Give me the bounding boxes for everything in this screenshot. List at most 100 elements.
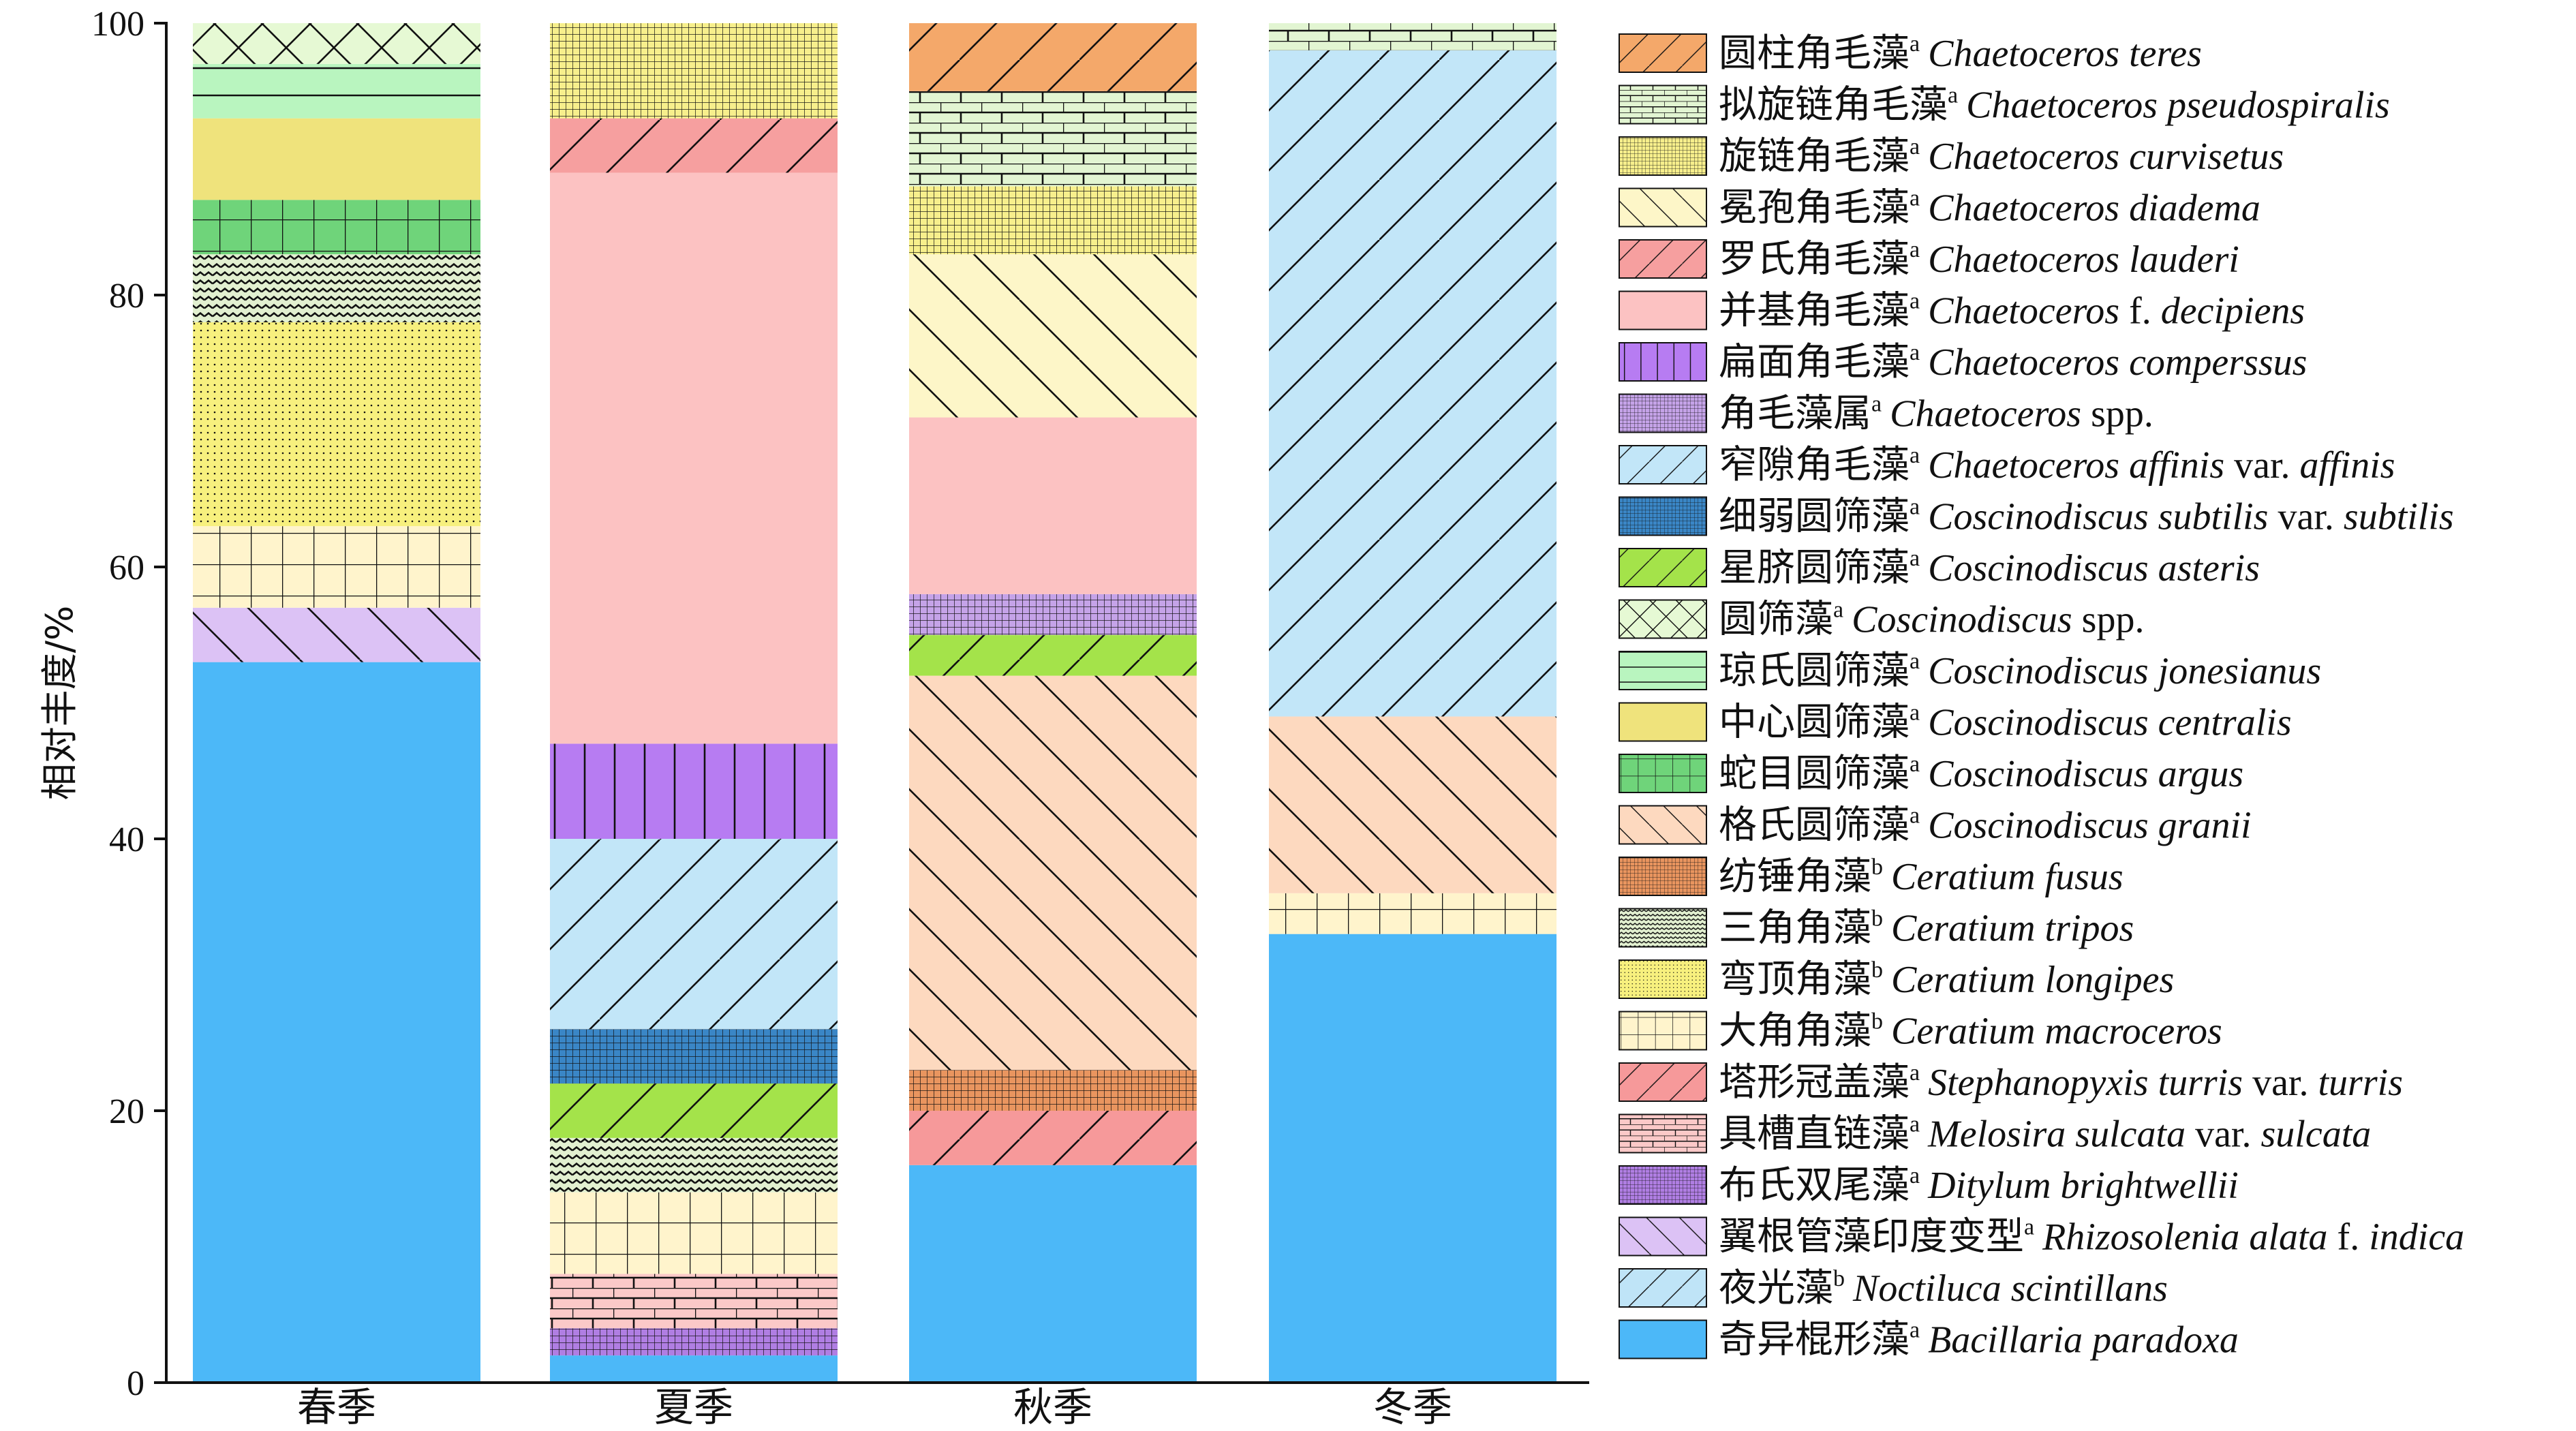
legend-label: 具槽直链藻a Melosira sulcata var. sulcata: [1719, 1112, 2371, 1156]
legend-swatch: [1619, 651, 1707, 690]
legend-swatch: [1619, 342, 1707, 382]
legend-swatch: [1619, 290, 1707, 330]
legend-label: 纺锤角藻b Ceratium fusus: [1719, 855, 2123, 899]
legend-swatch: [1619, 1113, 1707, 1154]
x-tick-label: 春季: [297, 1384, 376, 1430]
legend-label: 夜光藻b Noctiluca scintillans: [1719, 1266, 2168, 1310]
legend-item: 罗氏角毛藻a Chaetoceros lauderi: [1619, 237, 2239, 281]
legend-swatch: [1619, 445, 1707, 484]
legend-label: 弯顶角藻b Ceratium longipes: [1719, 957, 2174, 1002]
bars-layer: [193, 23, 1557, 1383]
bar-segment: [909, 594, 1197, 635]
bar-segment: [193, 322, 480, 527]
legend-swatch: [1619, 1216, 1707, 1257]
legend-label: 布氏双尾藻a Ditylum brightwellii: [1719, 1163, 2239, 1207]
legend-item: 扁面角毛藻a Chaetoceros comperssus: [1619, 340, 2307, 384]
legend-item: 纺锤角藻b Ceratium fusus: [1619, 855, 2123, 899]
bar-segment: [909, 634, 1197, 676]
legend: 圆柱角毛藻a Chaetoceros teres 拟旋链角毛藻a Chaetocero…: [1619, 31, 2464, 1362]
legend-label: 角毛藻属a Chaetoceros spp.: [1719, 392, 2153, 436]
bar-segment: [193, 200, 480, 255]
bar-segment: [193, 526, 480, 608]
y-tick-label: 100: [91, 5, 144, 44]
legend-label: 大角角藻b Ceratium macroceros: [1719, 1009, 2222, 1053]
bar-segment: [550, 1274, 838, 1329]
legend-label: 圆柱角毛藻a Chaetoceros teres: [1719, 31, 2202, 76]
bar-segment: [550, 1328, 838, 1356]
bar-segment: [550, 1083, 838, 1138]
legend-swatch: [1619, 702, 1707, 742]
legend-item: 格氏圆筛藻a Coscinodiscus granii: [1619, 803, 2252, 848]
legend-swatch: [1619, 33, 1707, 73]
bar-segment: [193, 254, 480, 322]
legend-label: 格氏圆筛藻a Coscinodiscus granii: [1719, 803, 2252, 848]
legend-item: 弯顶角藻b Ceratium longipes: [1619, 957, 2174, 1002]
legend-swatch: [1619, 908, 1707, 948]
bar-segment: [909, 1111, 1197, 1165]
legend-label: 旋链角毛藻a Chaetoceros curvisetus: [1719, 134, 2284, 179]
legend-label: 罗氏角毛藻a Chaetoceros lauderi: [1719, 237, 2239, 281]
bar-segment: [909, 254, 1197, 418]
legend-swatch: [1619, 599, 1707, 639]
legend-swatch: [1619, 1319, 1707, 1359]
legend-label: 圆筛藻a Coscinodiscus spp.: [1719, 598, 2144, 642]
bar-segment: [909, 23, 1197, 91]
legend-item: 具槽直链藻a Melosira sulcata var. sulcata: [1619, 1112, 2371, 1156]
y-tick-label: 80: [109, 277, 144, 316]
legend-label: 细弱圆筛藻a Coscinodiscus subtilis var. subtil…: [1719, 495, 2454, 539]
legend-swatch: [1619, 548, 1707, 587]
bar-segment: [550, 1137, 838, 1192]
x-tick-label: 冬季: [1373, 1384, 1452, 1430]
legend-label: 冕孢角毛藻a Chaetoceros diadema: [1719, 186, 2260, 230]
y-tick-label: 20: [109, 1092, 144, 1131]
bar-segment: [193, 662, 480, 1383]
legend-label: 拟旋链角毛藻a Chaetoceros pseudospiralis: [1719, 83, 2390, 127]
legend-item: 窄隙角毛藻a Chaetoceros affinis var. affinis: [1619, 443, 2395, 487]
legend-item: 冕孢角毛藻a Chaetoceros diadema: [1619, 186, 2260, 230]
legend-swatch: [1619, 393, 1707, 433]
legend-item: 中心圆筛藻a Coscinodiscus centralis: [1619, 701, 2292, 745]
legend-swatch: [1619, 857, 1707, 896]
y-tick-label: 60: [109, 549, 144, 587]
legend-item: 琼氏圆筛藻a Coscinodiscus jonesianus: [1619, 649, 2321, 693]
bar-segment: [550, 118, 838, 173]
bar-segment: [1269, 893, 1557, 934]
bar-segment: [550, 1355, 838, 1383]
bar-segment: [909, 186, 1197, 255]
legend-item: 奇异棍形藻a Bacillaria paradoxa: [1619, 1318, 2239, 1362]
legend-label: 并基角毛藻a Chaetoceros f. decipiens: [1719, 289, 2305, 333]
legend-item: 大角角藻b Ceratium macroceros: [1619, 1009, 2222, 1053]
bar-segment: [193, 23, 480, 64]
legend-swatch: [1619, 959, 1707, 999]
legend-item: 并基角毛藻a Chaetoceros f. decipiens: [1619, 289, 2305, 333]
legend-swatch: [1619, 84, 1707, 125]
bar-segment: [193, 63, 480, 119]
legend-item: 圆柱角毛藻a Chaetoceros teres: [1619, 31, 2202, 76]
legend-swatch: [1619, 805, 1707, 845]
legend-swatch: [1619, 187, 1707, 228]
legend-item: 拟旋链角毛藻a Chaetoceros pseudospiralis: [1619, 83, 2390, 127]
x-tick-label: 夏季: [654, 1384, 733, 1430]
legend-item: 蛇目圆筛藻a Coscinodiscus argus: [1619, 752, 2243, 796]
bar-segment: [1269, 716, 1557, 893]
legend-label: 琼氏圆筛藻a Coscinodiscus jonesianus: [1719, 649, 2321, 693]
bar-segment: [1269, 934, 1557, 1383]
bar-segment: [550, 172, 838, 744]
legend-swatch: [1619, 1165, 1707, 1205]
legend-label: 窄隙角毛藻a Chaetoceros affinis var. affinis: [1719, 443, 2395, 487]
legend-swatch: [1619, 1268, 1707, 1308]
y-tick-label: 40: [109, 820, 144, 859]
legend-item: 翼根管藻印度变型a Rhizosolenia alata f. indica: [1619, 1215, 2464, 1259]
bar-segment: [909, 417, 1197, 594]
legend-item: 星脐圆筛藻a Coscinodiscus asteris: [1619, 546, 2260, 590]
legend-label: 扁面角毛藻a Chaetoceros comperssus: [1719, 340, 2307, 384]
legend-swatch: [1619, 239, 1707, 279]
bar-segment: [1269, 50, 1557, 717]
bar-segment: [909, 91, 1197, 187]
bar-segment: [550, 743, 838, 839]
legend-label: 奇异棍形藻a Bacillaria paradoxa: [1719, 1318, 2239, 1362]
legend-label: 中心圆筛藻a Coscinodiscus centralis: [1719, 701, 2292, 745]
legend-item: 角毛藻属a Chaetoceros spp.: [1619, 392, 2153, 436]
bar-segment: [550, 1192, 838, 1274]
